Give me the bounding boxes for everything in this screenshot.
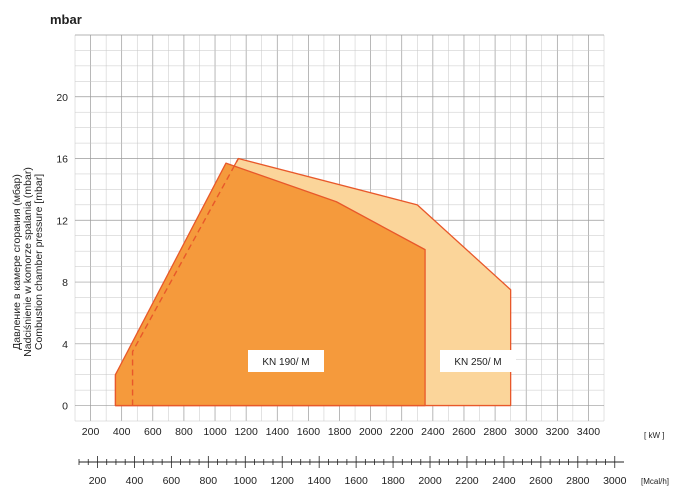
mcal-axis: [78, 456, 624, 468]
y-unit-title: mbar: [50, 12, 82, 27]
x-tick-labels-kw: 200 400 600 800 1000 1200 1400 1600 1800 2000 2200…: [82, 426, 600, 438]
x-tick-label-mcal: 2800: [566, 475, 590, 487]
x-tick-label-mcal: 400: [126, 475, 144, 487]
x-tick-label-kw: 1800: [328, 426, 352, 438]
label-kn190: KN 190/ M: [262, 357, 309, 368]
x-tick-label-mcal: 200: [89, 475, 107, 487]
y-tick-labels: 0 4 8 12 16 20: [56, 92, 68, 413]
label-box-kn250: [440, 350, 516, 372]
x-tick-label-mcal: 2200: [455, 475, 479, 487]
label-kn250: KN 250/ M: [454, 357, 501, 368]
x-tick-label-kw: 2400: [421, 426, 445, 438]
model-labels: KN 190/ M KN 250/ M: [248, 350, 516, 372]
x-tick-label-kw: 3400: [577, 426, 601, 438]
x-tick-label-mcal: 1800: [381, 475, 405, 487]
x-tick-label-kw: 600: [144, 426, 162, 438]
y-tick-label: 8: [62, 277, 68, 289]
x-tick-label-kw: 1600: [297, 426, 321, 438]
x-tick-label-mcal: 2000: [418, 475, 442, 487]
label-box-kn190: [248, 350, 324, 372]
x-tick-label-mcal: 3000: [603, 475, 627, 487]
y-tick-label: 16: [56, 154, 68, 166]
x-unit-kw: [ kW ]: [644, 431, 664, 440]
x-tick-label-kw: 400: [113, 426, 131, 438]
x-tick-label-kw: 3000: [515, 426, 539, 438]
y-tick-label: 12: [56, 215, 68, 227]
x-tick-label-kw: 800: [175, 426, 193, 438]
x-tick-label-kw: 1200: [234, 426, 258, 438]
x-tick-label-kw: 1400: [266, 426, 290, 438]
y-axis-label: Давление в камере сгорания (мбар) Nadciś…: [11, 167, 45, 357]
x-tick-label-mcal: 1200: [271, 475, 295, 487]
x-tick-label-kw: 2000: [359, 426, 383, 438]
working-areas: [114, 157, 512, 407]
ylabel-line-pl: Nadciśnienie w komorze spalania (mbar): [22, 167, 34, 357]
x-tick-label-mcal: 2400: [492, 475, 516, 487]
x-tick-labels-mcal: 200 400 600 800 1000 1200 1400 1600 1800 2000 2200…: [89, 475, 627, 487]
x-tick-label-mcal: 2600: [529, 475, 553, 487]
y-tick-label: 0: [62, 401, 68, 413]
x-tick-label-mcal: 800: [200, 475, 218, 487]
x-tick-label-mcal: 1400: [307, 475, 331, 487]
x-tick-label-kw: 2600: [452, 426, 476, 438]
ylabel-line-ru: Давление в камере сгорания (мбар): [11, 174, 23, 350]
ylabel-line-en: Combustion chamber pressure [mbar]: [33, 174, 45, 350]
y-tick-label: 4: [62, 339, 68, 351]
x-tick-label-kw: 2200: [390, 426, 414, 438]
x-tick-label-kw: 3200: [546, 426, 570, 438]
x-tick-label-mcal: 1000: [234, 475, 258, 487]
area-kn190: [114, 162, 426, 407]
dashed-limit-line: [131, 158, 239, 406]
x-tick-label-kw: 200: [82, 426, 100, 438]
x-tick-label-mcal: 600: [163, 475, 181, 487]
x-tick-label-kw: 1000: [203, 426, 227, 438]
x-tick-label-kw: 2800: [483, 426, 507, 438]
x-tick-label-mcal: 1600: [344, 475, 368, 487]
x-unit-mcal: [Mcal/h]: [641, 477, 669, 486]
y-tick-label: 20: [56, 92, 68, 104]
